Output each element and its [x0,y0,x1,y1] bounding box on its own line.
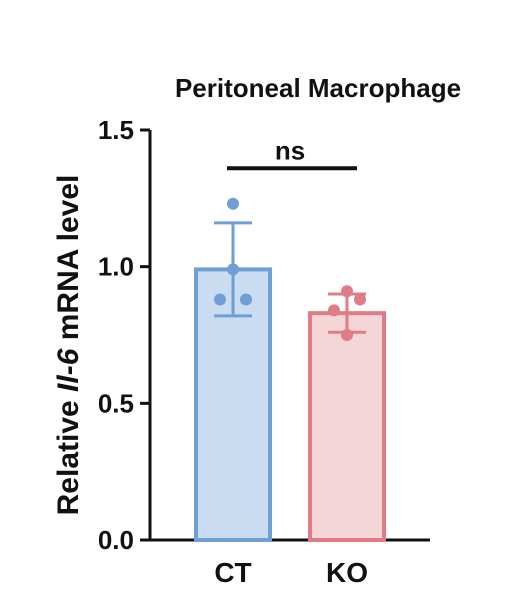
data-point [328,304,340,317]
y-axis-label-part: Relative [52,392,85,515]
plot-area: 0.0 0.5 1.0 1.5 CT KO ns [98,115,430,588]
chart-title: Peritoneal Macrophage [175,73,461,103]
data-point [341,285,353,298]
data-point [227,197,239,210]
x-tick-label-ct: CT [214,557,251,588]
data-point [240,293,252,306]
data-point [227,263,239,276]
significance-label: ns [275,135,305,165]
data-point [354,293,366,306]
y-axis-label-part: Il-6 [52,348,85,392]
bar-ko [308,311,386,542]
y-tick-label: 0.0 [98,525,134,555]
y-axis-label-part: mRNA level [52,175,85,349]
x-tick-label-ko: KO [326,557,368,588]
y-tick-label: 1.0 [98,252,134,282]
data-point [214,293,226,306]
y-tick-label: 1.5 [98,115,134,145]
y-axis-label: Relative Il-6 mRNA level [52,175,85,516]
y-tick-label: 0.5 [98,388,134,418]
data-point [341,329,353,341]
